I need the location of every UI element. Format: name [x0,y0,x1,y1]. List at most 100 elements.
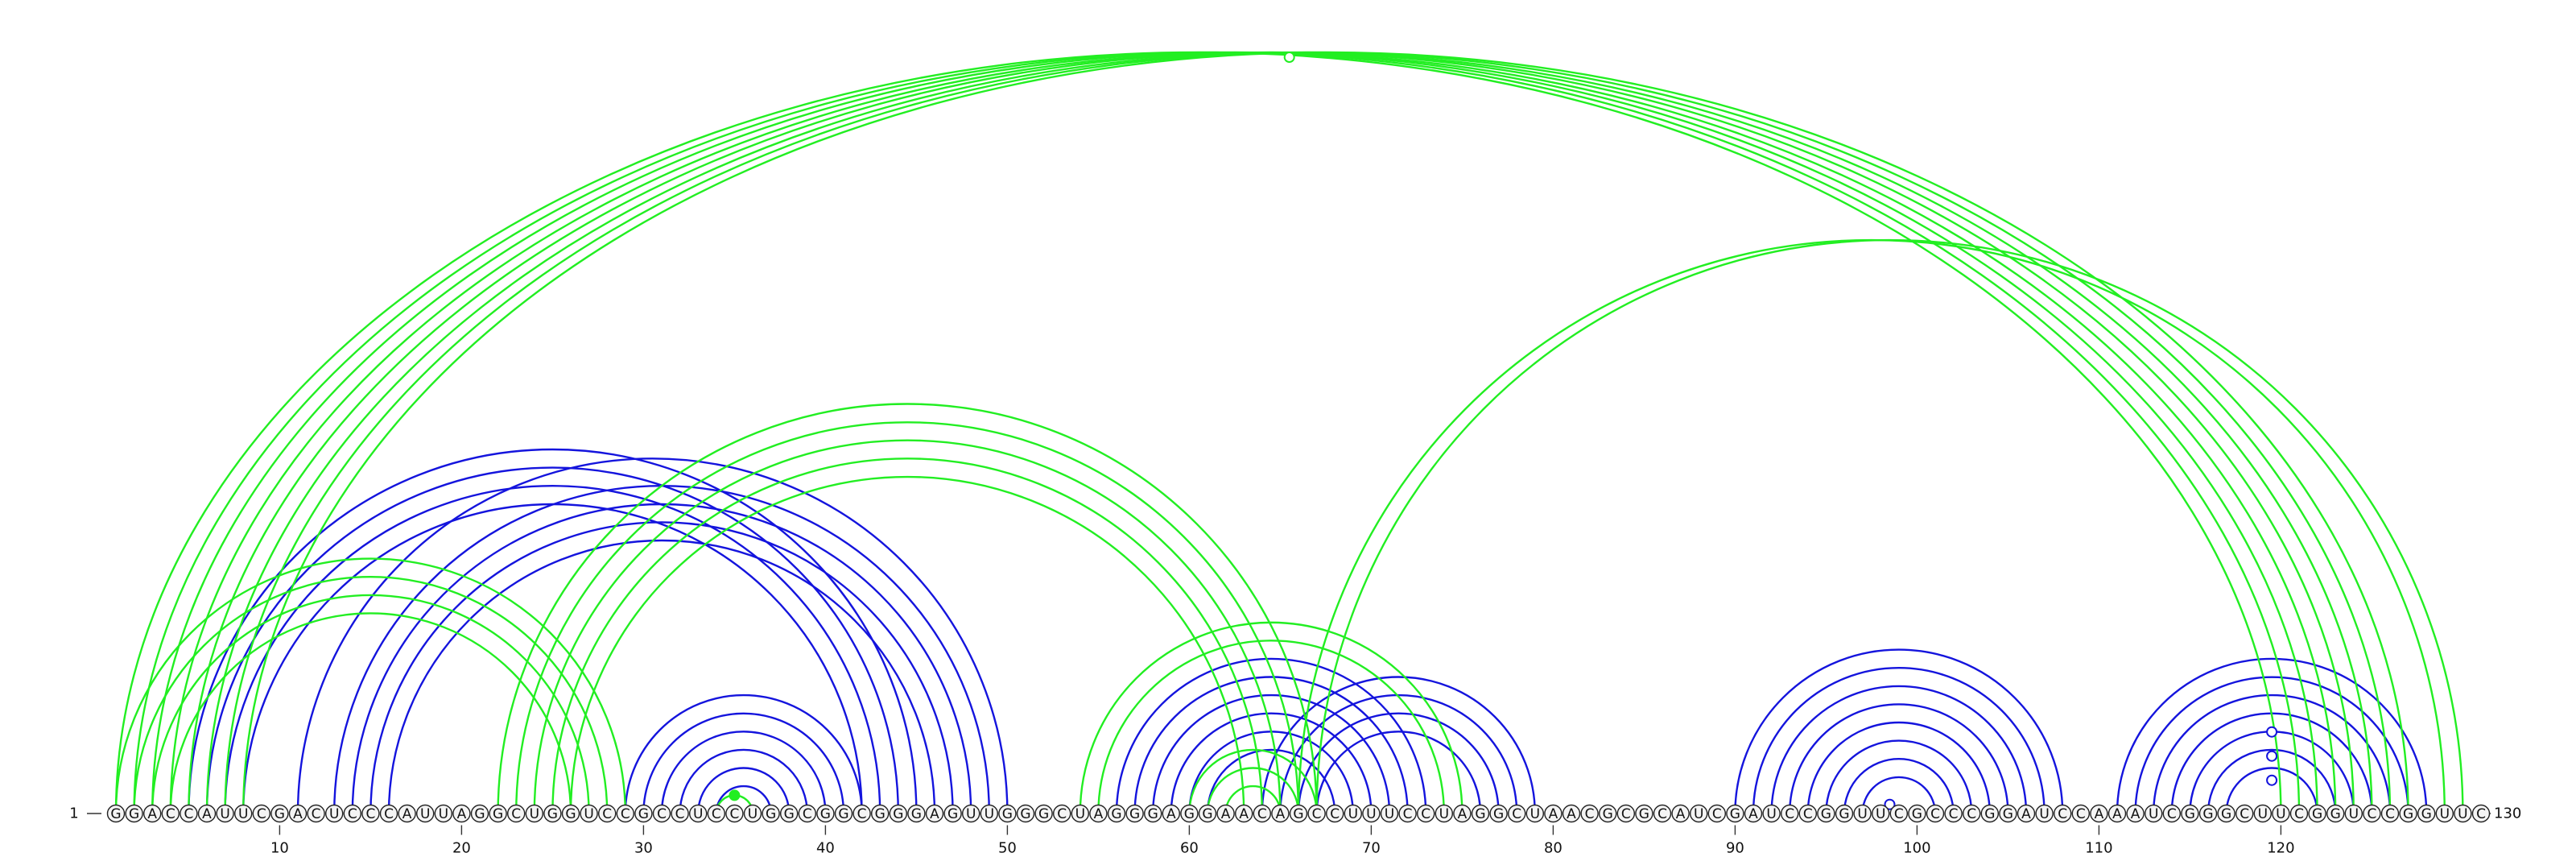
nucleotide-circle [180,804,198,823]
nucleotide-circle [361,804,380,823]
nucleotide-letter: A [1676,806,1686,822]
nucleotide-circle [925,804,944,823]
nucleotide-letter: U [2039,806,2049,822]
nucleotide-circle [998,804,1017,823]
nucleotide-letter: G [820,806,831,822]
nucleotide-circle [452,804,471,823]
nucleotide-letter: C [1257,806,1267,822]
nucleotide-circle [234,804,253,823]
nucleotide-letter: G [1111,806,1121,822]
blue-pair-arc [1843,758,1955,814]
green-pair-arc [515,420,1300,814]
nucleotide-circle [197,804,217,823]
nucleotide-letter: A [2095,806,2104,822]
nucleotide-circle [1052,804,1071,823]
nucleotide-letter: A [2112,806,2122,822]
nucleotide-letter: U [439,806,448,822]
nucleotide-letter: C [657,806,667,822]
nucleotide-letter: G [1038,806,1049,822]
nucleotide-circle [1125,804,1144,823]
nucleotide-letter: C [857,806,867,822]
nucleotide-circle [525,804,543,823]
nucleotide-letter: G [638,806,649,822]
nucleotide-circle [2454,804,2472,823]
nucleotide-letter: G [2312,806,2322,822]
nucleotide-letter: U [1766,806,1776,822]
nucleotide-circle [743,804,762,823]
blue-pair-arc [224,485,881,814]
nucleotide-circle [852,804,871,823]
nucleotide-circle [707,804,725,823]
nucleotide-circle [1325,804,1344,823]
nucleotide-letter: U [1385,806,1394,822]
nucleotide-letter: C [1512,806,1521,822]
nucleotide-letter: G [1839,806,1849,822]
nucleotide-circle [1362,804,1381,823]
nucleotide-circle [816,804,835,823]
nucleotide-letter: G [1639,806,1649,822]
nucleotide-circle [1143,804,1162,823]
nucleotide-circle [689,804,708,823]
nucleotide-letter: A [293,806,303,822]
nucleotide-circle [1198,804,1217,823]
tick-label: 30 [634,840,653,857]
green-pair-arc [133,51,2301,814]
nucleotide-letter: G [1984,806,1995,822]
nucleotide-circle [1234,804,1253,823]
nucleotide-circle [1107,804,1126,823]
nucleotide-letter: A [1094,806,1104,822]
nucleotide-circle [1762,804,1781,823]
pair-markers [729,52,2278,810]
hollow-pair-marker [1884,798,1896,810]
nucleotide-circle [889,804,908,823]
tick-label: 40 [816,840,835,857]
nucleotide-letter: A [1239,806,1249,822]
nucleotide-circle [1307,804,1326,823]
nucleotide-circle [1580,804,1599,823]
nucleotide-letter: G [1002,806,1013,822]
nucleotide-circle [1817,804,1835,823]
nucleotide-letter: C [166,806,175,822]
nucleotide-circle [2326,804,2345,823]
nucleotide-letter: G [893,806,903,822]
nucleotide-letter: C [1712,806,1722,822]
blue-pair-arc [2207,748,2337,814]
tick-label: 20 [452,840,471,857]
nucleotide-letter: G [766,806,776,822]
blue-pair-arc [1752,667,2046,814]
nucleotide-letter: G [474,806,485,822]
nucleotide-circle [2162,804,2182,823]
blue-pair-arc [205,466,899,814]
nucleotide-circle [252,804,270,823]
nucleotide-circle [470,804,489,823]
nucleotide-circle [325,804,344,823]
nucleotide-letter: G [547,806,558,822]
nucleotide-letter: U [1366,806,1376,822]
nucleotide-letter: G [911,806,922,822]
green-pair-arc [151,51,2318,814]
nucleotide-circle [543,804,562,823]
nucleotide-circle [1016,804,1035,823]
nucleotide-circle [1162,804,1181,823]
nucleotide-circle [634,804,653,823]
tick-label: 100 [1903,840,1930,857]
nucleotide-circle [1289,804,1308,823]
nucleotide-letter: G [493,806,503,822]
nucleotide-circle [2090,804,2108,823]
blue-pair-arc [1789,703,2009,814]
nucleotide-circle [725,804,744,823]
tick-label: 10 [270,840,289,857]
end-label: 130 [2494,805,2521,822]
nucleotide-circle [1398,804,1417,823]
nucleotide-letter: C [1057,806,1067,822]
nucleotide-circle [2363,804,2381,823]
blue-pair-arc [660,731,827,814]
nucleotide-letter: G [565,806,576,822]
nucleotide-circle [1780,804,1799,823]
nucleotide-letter: A [1221,806,1231,822]
nucleotide-circle [907,804,926,823]
nucleotide-circle [2035,804,2054,823]
nucleotide-circle [780,804,799,823]
nucleotide-letter: C [2058,806,2067,822]
